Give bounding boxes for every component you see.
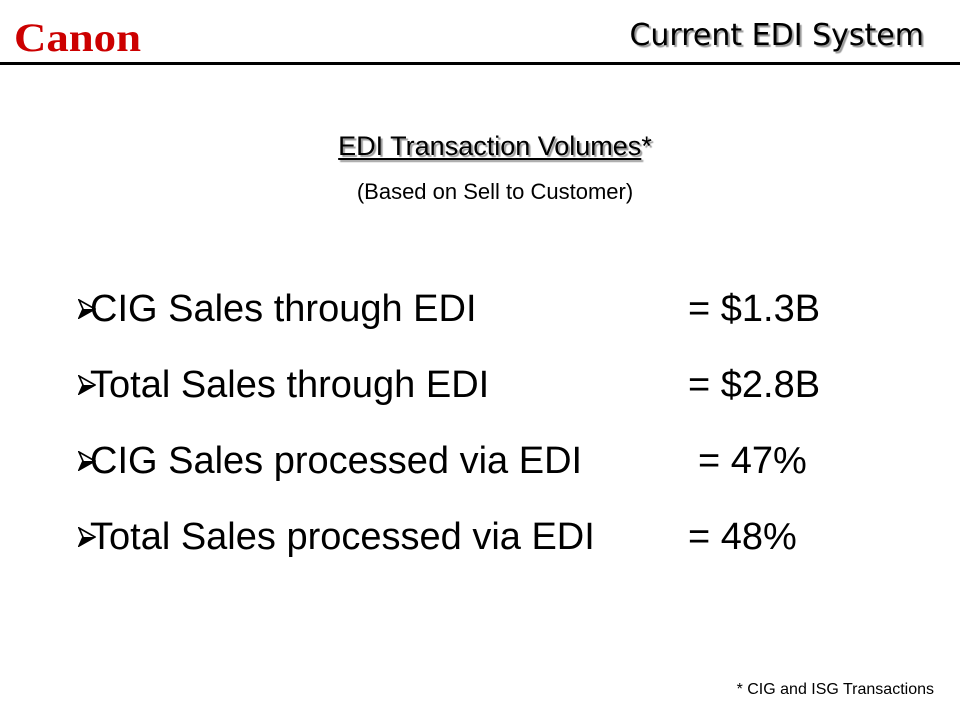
section-title-marker: *	[641, 131, 652, 161]
bullet-label: Total Sales through EDI	[90, 364, 490, 406]
bullet-value: = $1.3B	[688, 288, 821, 330]
slide-header-title: Current EDI System	[629, 18, 924, 53]
canon-logo: Canon	[14, 15, 141, 60]
bullet-label: CIG Sales processed via EDI	[90, 440, 583, 482]
section-title-text: EDI Transaction Volumes	[338, 131, 642, 161]
arrow-bullet-icon	[78, 527, 96, 547]
bullet-label: Total Sales processed via EDI	[90, 516, 595, 558]
bullet-value: = $2.8B	[688, 364, 821, 406]
header-divider	[0, 62, 960, 65]
section-caption: (Based on Sell to Customer)	[356, 179, 634, 204]
bullet-value: = 48%	[688, 516, 797, 558]
arrow-bullet-icon	[78, 375, 96, 395]
arrow-bullet-icon	[78, 451, 96, 471]
bullet-label: CIG Sales through EDI	[90, 288, 477, 330]
bullet-value: = 47%	[698, 440, 807, 482]
section-title: EDI Transaction Volumes*	[0, 130, 960, 162]
arrow-bullet-icon	[78, 299, 96, 319]
footnote: * CIG and ISG Transactions	[736, 681, 934, 698]
